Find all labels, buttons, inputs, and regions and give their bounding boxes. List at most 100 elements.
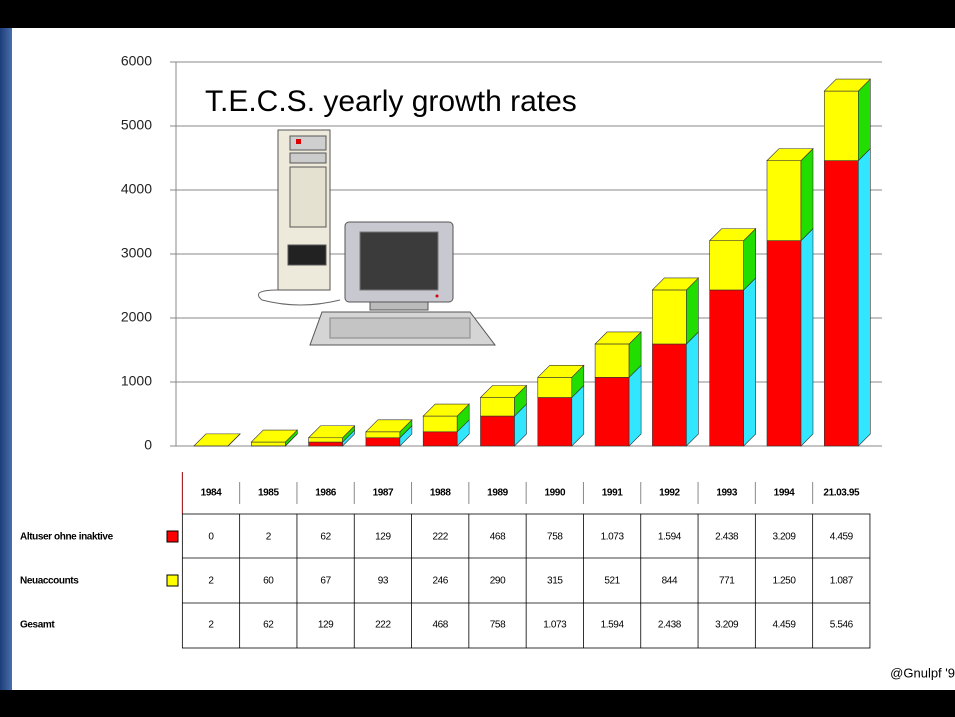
table-cell: 468 [432, 620, 448, 631]
bar [365, 437, 401, 447]
bar-side [857, 78, 871, 162]
table-cell: 315 [547, 576, 563, 587]
bar-top [193, 433, 241, 447]
bar [823, 90, 859, 161]
x-tick-label: 1990 [544, 488, 565, 499]
bar-top [766, 148, 814, 161]
bar [709, 240, 745, 291]
bar-top [537, 365, 585, 378]
bar [537, 377, 573, 398]
table-cell: 1.250 [772, 576, 796, 587]
slide [12, 28, 955, 690]
x-tick-label: 1993 [716, 488, 737, 499]
bar-top [365, 419, 413, 433]
table-cell: 1.073 [601, 532, 625, 543]
bar [652, 343, 687, 447]
bar-side [857, 147, 871, 447]
bar [422, 431, 458, 447]
table-cell: 2 [208, 576, 214, 587]
table-cell: 468 [490, 532, 506, 543]
y-tick-label: 0 [144, 437, 152, 453]
y-tick-label: 6000 [121, 53, 152, 69]
table-cell: 222 [432, 532, 448, 543]
table-cell: 2 [208, 620, 214, 631]
table-cell: 1.087 [830, 576, 854, 587]
bar [480, 415, 515, 447]
table-cell: 2.438 [658, 620, 682, 631]
bar-top [307, 425, 356, 439]
bar [594, 377, 630, 447]
bar [422, 415, 458, 433]
y-tick-label: 3000 [121, 245, 152, 261]
table-cell: 2.438 [715, 532, 739, 543]
table-cell: 93 [378, 576, 389, 587]
bar-side [628, 364, 642, 447]
bottom-band [0, 690, 955, 717]
bar [709, 289, 745, 447]
bar [308, 437, 343, 443]
table-cell: 1.594 [601, 620, 625, 631]
bar-top [823, 78, 872, 92]
table-cell: 290 [490, 576, 506, 587]
bar-top [250, 429, 299, 443]
legend-label: Neuaccounts [20, 576, 79, 587]
bar-top [479, 385, 528, 398]
computer-illustration [258, 129, 497, 346]
bar [823, 160, 859, 447]
table-cell: 4.459 [772, 620, 796, 631]
legend-label: Altuser ohne inaktive [20, 532, 114, 543]
bar-top [708, 228, 757, 241]
chart-title: T.E.C.S. yearly growth rates [205, 85, 577, 118]
bar [594, 343, 630, 378]
plot: 0 1000 2000 3000 4000 5000 6000 1984 1985 1986 198… [20, 53, 882, 649]
bar-side [800, 227, 814, 447]
x-tick-label: 1987 [373, 488, 394, 499]
x-tick-label: 1986 [315, 488, 336, 499]
bar [365, 431, 401, 439]
x-tick-label: 1994 [774, 488, 795, 499]
table-cell: 771 [719, 576, 735, 587]
table-cell: 222 [375, 620, 391, 631]
y-tick-label: 2000 [121, 309, 152, 325]
x-tick-label: 1989 [487, 488, 508, 499]
table-cell: 4.459 [830, 532, 854, 543]
bar-top [594, 331, 642, 345]
table-cell: 1.594 [658, 532, 682, 543]
bar [251, 441, 286, 447]
x-tick-label: 21.03.95 [823, 488, 860, 499]
footer: @Gnulpf '9 [890, 665, 955, 680]
x-tick-label: 1992 [659, 488, 680, 499]
row-label: Gesamt [20, 620, 55, 631]
bar-top [422, 403, 470, 417]
x-tick-label: 1991 [602, 488, 623, 499]
y-tick-label: 1000 [121, 373, 152, 389]
bar [766, 240, 802, 447]
bar [537, 397, 573, 447]
left-edge [0, 28, 12, 690]
bar [308, 441, 343, 447]
table-cell: 844 [662, 576, 678, 587]
table-cell: 60 [263, 576, 274, 587]
table-cell: 758 [490, 620, 506, 631]
table-cell: 62 [320, 532, 331, 543]
table-cell: 0 [208, 532, 214, 543]
table-cell: 758 [547, 532, 563, 543]
table-cell: 521 [604, 576, 620, 587]
table-cell: 62 [263, 620, 274, 631]
bar-side [686, 331, 699, 447]
bar-top [651, 277, 700, 291]
legend-swatch [166, 530, 179, 543]
bar [652, 289, 687, 345]
x-tick-label: 1985 [258, 488, 279, 499]
x-tick-label: 1984 [201, 488, 222, 499]
table-cell: 3.209 [772, 532, 796, 543]
bar-side [800, 147, 814, 242]
y-tick-label: 5000 [121, 117, 152, 133]
bar [766, 160, 802, 241]
table-cell: 3.209 [715, 620, 739, 631]
x-tick-label: 1988 [430, 488, 451, 499]
bar [480, 397, 515, 417]
y-tick-label: 4000 [121, 181, 152, 197]
bar-side [743, 277, 757, 447]
